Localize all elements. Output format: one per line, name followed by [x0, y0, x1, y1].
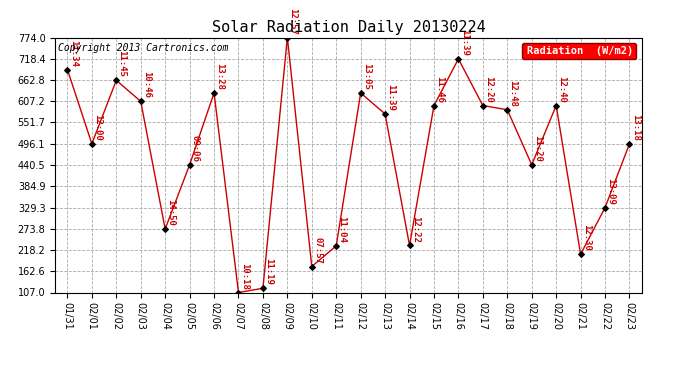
Text: 11:04: 11:04 [337, 216, 346, 243]
Text: 10:18: 10:18 [239, 262, 248, 290]
Point [135, 98, 146, 104]
Point [600, 205, 611, 211]
Text: 07:57: 07:57 [313, 237, 322, 264]
Text: 09:06: 09:06 [191, 135, 200, 162]
Text: 11:39: 11:39 [386, 84, 395, 111]
Point [233, 290, 244, 296]
Point [111, 77, 122, 83]
Text: 11:19: 11:19 [264, 258, 273, 285]
Point [331, 243, 342, 249]
Text: 11:20: 11:20 [533, 135, 542, 162]
Text: 12:40: 12:40 [558, 76, 566, 102]
Point [477, 102, 489, 108]
Point [208, 90, 219, 96]
Legend: Radiation  (W/m2): Radiation (W/m2) [522, 43, 636, 59]
Text: 11:34: 11:34 [68, 40, 78, 66]
Point [306, 264, 317, 270]
Text: 12:48: 12:48 [509, 80, 518, 107]
Text: 13:18: 13:18 [631, 114, 640, 141]
Text: 12:20: 12:20 [484, 76, 493, 102]
Point [526, 162, 538, 168]
Title: Solar Radiation Daily 20130224: Solar Radiation Daily 20130224 [212, 20, 485, 35]
Text: 12:57: 12:57 [288, 8, 297, 34]
Text: 12:22: 12:22 [411, 216, 420, 242]
Point [184, 162, 195, 168]
Point [159, 226, 170, 232]
Text: 12:30: 12:30 [582, 224, 591, 251]
Text: 10:46: 10:46 [142, 71, 151, 98]
Text: 11:45: 11:45 [117, 50, 126, 77]
Point [380, 111, 391, 117]
Point [404, 243, 415, 249]
Point [257, 285, 268, 291]
Point [624, 141, 635, 147]
Text: 14:50: 14:50 [166, 199, 175, 226]
Point [551, 102, 562, 108]
Text: 13:09: 13:09 [607, 178, 615, 205]
Point [575, 251, 586, 257]
Point [502, 107, 513, 113]
Text: 11:39: 11:39 [460, 29, 469, 56]
Point [428, 102, 440, 108]
Point [355, 90, 366, 96]
Text: 13:28: 13:28 [215, 63, 224, 90]
Text: 12:00: 12:00 [93, 114, 102, 141]
Point [453, 56, 464, 62]
Point [86, 141, 97, 147]
Text: Copyright 2013 Cartronics.com: Copyright 2013 Cartronics.com [58, 43, 228, 52]
Point [282, 34, 293, 40]
Text: 11:46: 11:46 [435, 76, 444, 102]
Text: 13:05: 13:05 [362, 63, 371, 90]
Point [62, 67, 73, 73]
